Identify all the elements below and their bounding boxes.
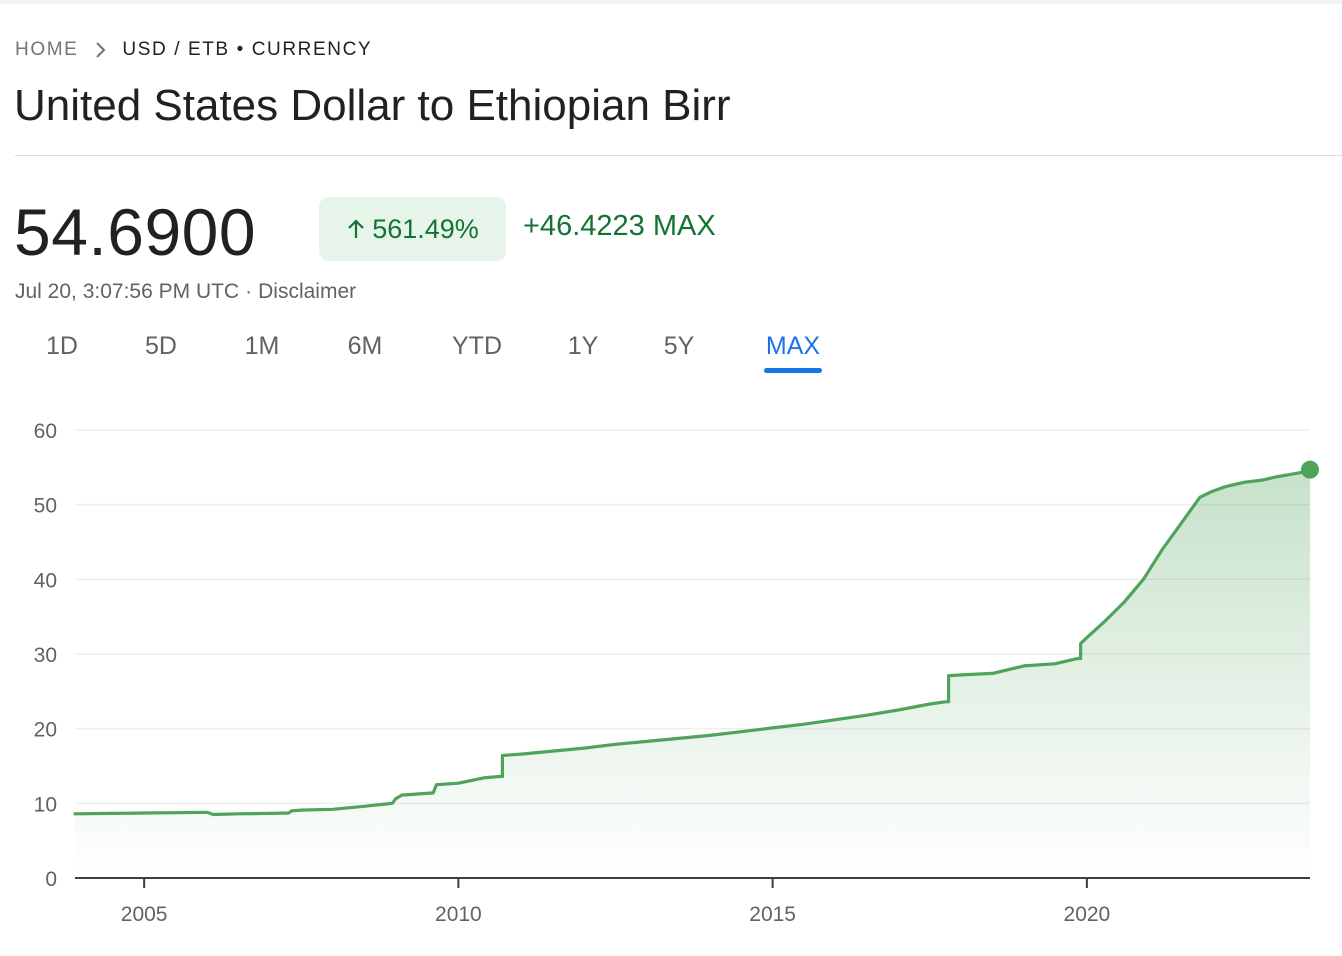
x-tick-label: 2015 bbox=[749, 903, 796, 926]
disclaimer-link[interactable]: Disclaimer bbox=[258, 280, 357, 303]
active-tab-indicator bbox=[764, 368, 822, 373]
breadcrumb: HOME USD / ETB • CURRENCY bbox=[15, 39, 372, 61]
top-border bbox=[0, 0, 1342, 4]
y-tick-label: 10 bbox=[34, 793, 57, 816]
tab-5y[interactable]: 5Y bbox=[663, 332, 695, 360]
change-percent: 561.49% bbox=[372, 213, 479, 244]
last-value-marker bbox=[1301, 460, 1319, 479]
exchange-rate-chart: 0 10 20 30 40 50 60 2005 2010 2015 2020 bbox=[34, 420, 1319, 926]
x-tick-label: 2010 bbox=[435, 903, 482, 926]
current-price: 54.6900 bbox=[14, 195, 257, 269]
tab-5d[interactable]: 5D bbox=[145, 332, 177, 360]
breadcrumb-current: USD / ETB • CURRENCY bbox=[122, 39, 373, 60]
tab-1m[interactable]: 1M bbox=[244, 332, 280, 360]
y-tick-label: 50 bbox=[34, 495, 57, 518]
chevron-right-icon bbox=[96, 42, 106, 58]
range-tabs: 1D 5D 1M 6M YTD 1Y 5Y MAX bbox=[0, 328, 900, 378]
tab-max[interactable]: MAX bbox=[765, 332, 821, 360]
quote-timestamp-line: Jul 20, 3:07:56 PM UTC · Disclaimer bbox=[15, 280, 356, 304]
x-tick-label: 2020 bbox=[1064, 903, 1111, 926]
y-tick-label: 0 bbox=[45, 868, 57, 891]
breadcrumb-home-link[interactable]: HOME bbox=[15, 39, 79, 60]
x-tick-label: 2005 bbox=[121, 903, 168, 926]
y-tick-label: 20 bbox=[34, 719, 57, 742]
tab-ytd[interactable]: YTD bbox=[452, 332, 502, 360]
y-tick-label: 60 bbox=[34, 420, 57, 443]
separator: · bbox=[245, 280, 253, 303]
y-tick-label: 40 bbox=[34, 569, 57, 592]
tab-1y[interactable]: 1Y bbox=[567, 332, 599, 360]
tab-6m[interactable]: 6M bbox=[347, 332, 383, 360]
series-area bbox=[75, 469, 1310, 878]
page-title: United States Dollar to Ethiopian Birr bbox=[14, 81, 731, 130]
series-line bbox=[73, 468, 1312, 817]
change-absolute: +46.4223 MAX bbox=[523, 210, 716, 242]
arrow-up-icon bbox=[348, 219, 364, 238]
timestamp: Jul 20, 3:07:56 PM UTC bbox=[15, 280, 240, 303]
change-percent-badge: 561.49% bbox=[319, 197, 506, 261]
divider bbox=[15, 155, 1342, 156]
tab-1d[interactable]: 1D bbox=[46, 332, 78, 360]
y-tick-label: 30 bbox=[34, 644, 57, 667]
